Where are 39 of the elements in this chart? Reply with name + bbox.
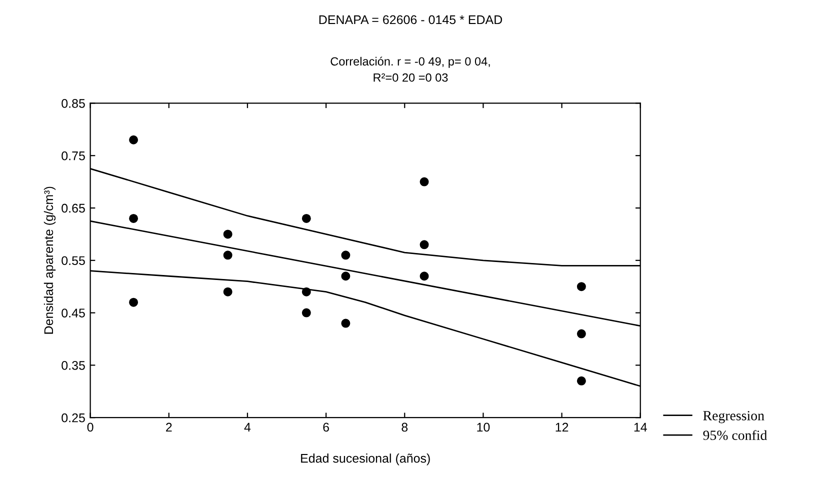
point <box>576 376 586 386</box>
x-tick-label: 14 <box>634 422 647 432</box>
point <box>129 135 138 144</box>
point <box>129 298 138 307</box>
x-tick-label: 2 <box>166 422 172 432</box>
x-tick-label: 6 <box>323 422 329 432</box>
y-tick-label: 0.35 <box>62 361 85 370</box>
y-axis-title: Densidad aparente (g/cm³) <box>44 186 56 334</box>
point <box>341 250 350 260</box>
point <box>129 214 138 223</box>
point <box>302 287 311 296</box>
point <box>420 240 429 250</box>
x-axis-title: Edad sucesional (años) <box>301 454 430 466</box>
x-tick-label: 0 <box>87 422 94 432</box>
legend-label: 95% confid <box>703 430 768 440</box>
point <box>223 287 232 296</box>
x-tick-label: 8 <box>402 422 408 432</box>
y-tick-label: 0.65 <box>62 204 85 213</box>
x-tick-label: 12 <box>556 422 568 432</box>
point <box>223 250 232 260</box>
point <box>223 230 232 239</box>
legend-label: Regression <box>703 411 764 424</box>
point <box>341 272 350 281</box>
x-tick-label: 4 <box>244 422 251 432</box>
point <box>341 318 350 328</box>
y-tick-label: 0.75 <box>62 151 85 160</box>
y-tick-label: 0.25 <box>62 413 85 422</box>
point <box>420 177 429 186</box>
x-tick-label: 10 <box>477 422 490 432</box>
y-tick-label: 0.55 <box>62 256 85 266</box>
chart-title: DENAPA = 62606 - 0145 * EDAD <box>319 15 502 24</box>
point <box>302 214 311 223</box>
point <box>302 308 311 318</box>
point <box>420 272 429 281</box>
y-tick-label: 0.85 <box>62 99 85 108</box>
y-tick-label: 0.45 <box>62 308 85 318</box>
point <box>576 282 586 292</box>
point <box>576 329 586 338</box>
chart-subtitle: Correlación. r = -0 49, p= 0 04, R²=0 20 =0 03 <box>330 56 490 82</box>
